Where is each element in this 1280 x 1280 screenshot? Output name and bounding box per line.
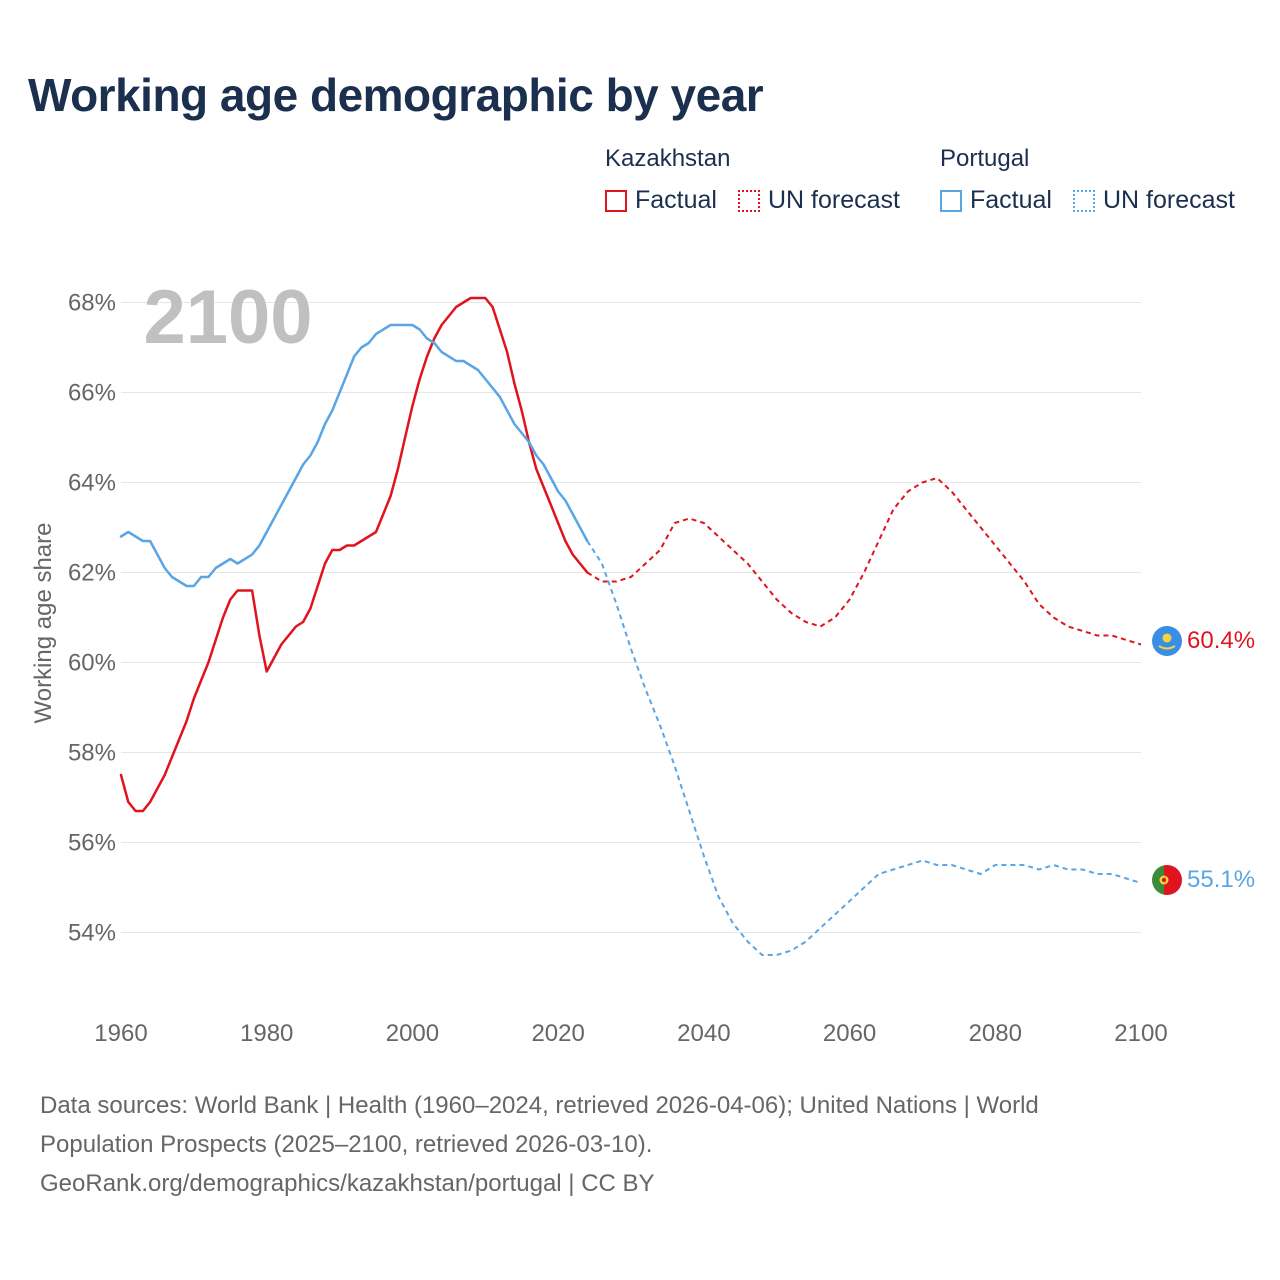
end-label-kazakhstan: 60.4% [1187,627,1255,654]
legend-label: UN forecast [768,186,900,214]
legend-kazakhstan-forecast[interactable]: UN forecast [738,186,900,215]
legend-kazakhstan-factual[interactable]: Factual [605,186,717,215]
flag-portugal-icon [1152,865,1182,895]
x-tick-label: 2040 [677,1020,730,1047]
x-tick-label: 2060 [823,1020,876,1047]
legend-swatch-dotted-icon [1073,189,1095,212]
footer-line-2: Population Prospects (2025–2100, retriev… [40,1131,653,1158]
legend-portugal-factual[interactable]: Factual [940,186,1052,215]
year-display: 2100 [143,275,312,360]
grid-lines [121,302,1141,933]
y-tick-label: 62% [68,560,116,587]
x-tick-label: 1980 [240,1020,293,1047]
legend-swatch-solid-icon [940,189,962,212]
series-line-portugal-un-forecast[interactable] [586,540,1142,956]
footer-line-3[interactable]: GeoRank.org/demographics/kazakhstan/port… [40,1170,655,1197]
legend-label: Factual [970,186,1052,214]
footer-line-1: Data sources: World Bank | Health (1960–… [40,1092,1039,1119]
x-tick-label: 2080 [969,1020,1022,1047]
x-tick-label: 2100 [1114,1020,1167,1047]
series-lines [119,296,1142,956]
legend-label: UN forecast [1103,186,1235,214]
series-line-kazakhstan-un-forecast[interactable] [586,477,1142,646]
legend-group-portugal: Portugal [940,145,1030,172]
flag-kazakhstan-icon [1152,626,1182,656]
footer-sources: Data sources: World Bank | Health (1960–… [40,1086,1240,1203]
end-label-portugal: 55.1% [1187,866,1255,893]
x-tick-label: 1960 [94,1020,147,1047]
legend-swatch-solid-icon [605,189,627,212]
y-tick-label: 60% [68,650,116,677]
y-tick-label: 66% [68,380,116,407]
y-tick-label: 68% [68,290,116,317]
legend-group-kazakhstan: Kazakhstan [605,145,731,172]
y-tick-label: 56% [68,830,116,857]
y-tick-label: 54% [68,920,116,947]
chart-title: Working age demographic by year [28,69,764,121]
series-line-kazakhstan-factual[interactable] [119,296,589,813]
x-tick-label: 2000 [386,1020,439,1047]
legend-label: Factual [635,186,717,214]
x-tick-label: 2020 [531,1020,584,1047]
series-line-portugal-factual[interactable] [119,323,589,588]
line-chart: 54% 56% 58% 60% 62% 64% 66% 68% 1960 1980 2000 202… [30,275,1255,1047]
y-axis-label: Working age share [30,523,57,724]
legend-portugal-forecast[interactable]: UN forecast [1073,186,1235,215]
legend-swatch-dotted-icon [738,189,760,212]
y-tick-labels: 54% 56% 58% 60% 62% 64% 66% 68% [68,290,116,947]
x-tick-labels: 1960 1980 2000 2020 2040 2060 2080 2100 [94,1020,1167,1047]
y-tick-label: 58% [68,740,116,767]
y-tick-label: 64% [68,470,116,497]
